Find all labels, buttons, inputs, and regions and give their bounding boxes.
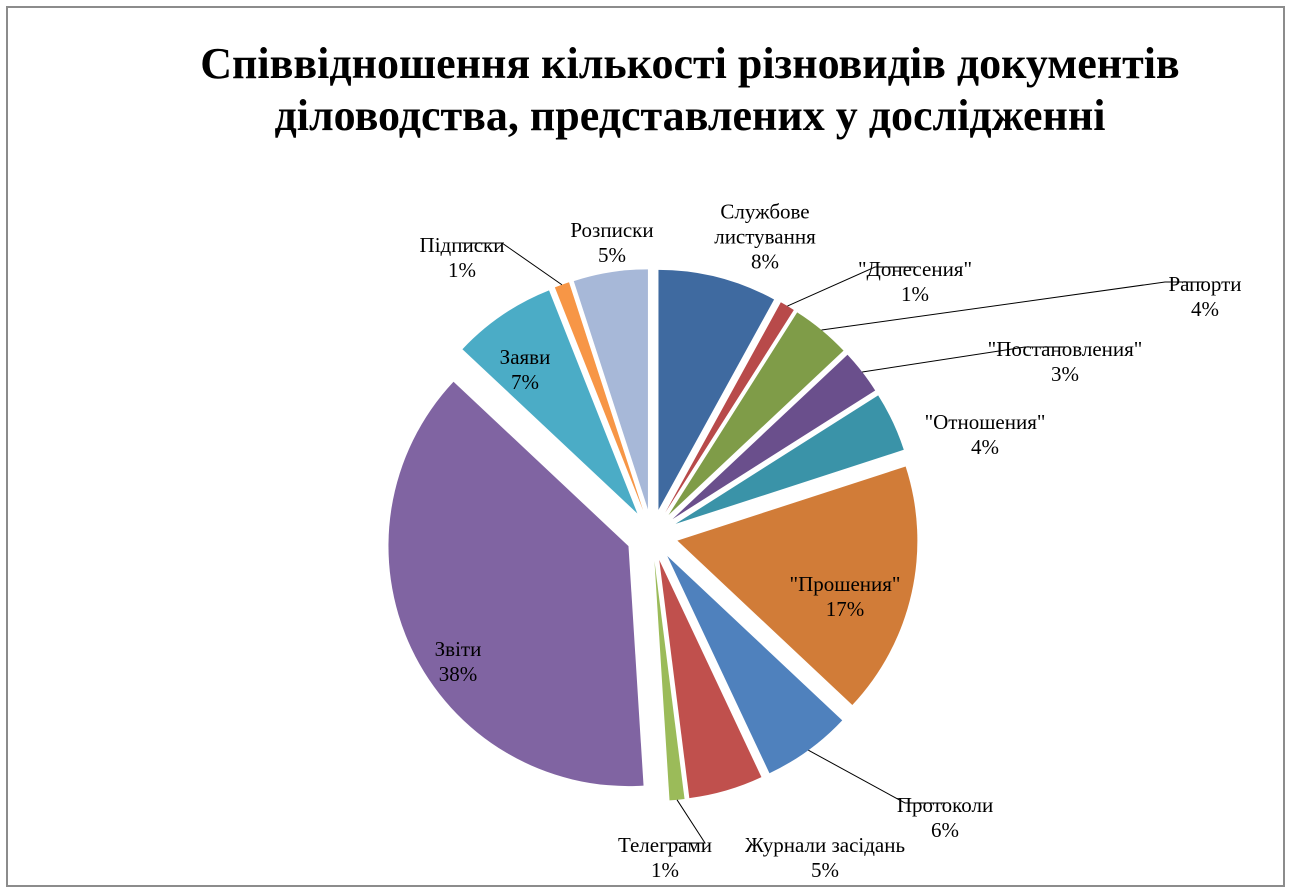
data-label-name: Протоколи — [896, 793, 994, 817]
data-label: "Прошения" 17% — [790, 572, 901, 622]
chart-title: Співвідношення кількості різновидів доку… — [200, 39, 1180, 140]
data-label-name: "Прошения" — [789, 572, 901, 596]
data-label: Протоколи 6% — [897, 793, 993, 843]
chart-frame — [6, 6, 1285, 887]
pie-slice — [388, 381, 644, 787]
data-label: Журнали засідань 5% — [745, 833, 905, 883]
pie-slice — [675, 395, 904, 524]
data-label: "Донесения" 1% — [858, 257, 972, 307]
data-label-value: 8% — [751, 249, 779, 274]
leader-line — [787, 266, 915, 307]
leader-line — [665, 799, 706, 844]
data-label-name: "Постановления" — [987, 337, 1143, 361]
data-label: Рапорти 4% — [1168, 272, 1241, 322]
pie-slice — [658, 269, 775, 510]
leader-line — [808, 749, 945, 804]
data-label-value: 1% — [448, 258, 476, 282]
data-label-value: 1% — [651, 858, 679, 882]
data-label-value: 3% — [1050, 362, 1079, 386]
pie-slice — [554, 282, 644, 511]
pie-slice — [462, 290, 638, 514]
data-label-value: 38% — [438, 662, 478, 686]
data-label-value: 4% — [1190, 297, 1219, 321]
leader-line — [821, 281, 1205, 331]
data-label-value: 5% — [810, 858, 839, 882]
data-label: Службове листування 8% — [700, 200, 830, 275]
pie-slice — [668, 312, 844, 515]
data-label: Звіти 38% — [435, 637, 482, 687]
data-label-name: Рапорти — [1168, 272, 1242, 296]
pie-slice — [659, 559, 762, 799]
data-label: Телеграми 1% — [618, 833, 712, 883]
pie-slice — [672, 354, 876, 520]
data-label: "Отношения" 4% — [925, 410, 1046, 460]
data-label-name: "Отношения" — [924, 410, 1046, 434]
data-label-name: Заяви — [499, 345, 551, 369]
data-label-name: Звіти — [434, 637, 482, 661]
data-label: Заяви 7% — [500, 345, 551, 395]
data-label-name: Розписки — [570, 218, 654, 242]
data-label-name: Телеграми — [617, 833, 713, 857]
data-label-value: 4% — [970, 435, 999, 459]
data-label-value: 1% — [901, 282, 929, 306]
data-label-name: "Донесения" — [857, 257, 973, 281]
data-label-value: 5% — [597, 243, 626, 267]
leader-line — [462, 242, 563, 286]
data-label-value: 6% — [931, 818, 959, 842]
pie-slice — [573, 269, 648, 510]
pie-slice — [677, 466, 918, 705]
data-label: Розписки 5% — [570, 218, 653, 268]
data-label-name: Підписки — [419, 233, 505, 257]
data-label: "Постановления" 3% — [988, 337, 1143, 387]
data-label-name: Службове листування — [714, 199, 816, 249]
leader-line — [862, 346, 1065, 373]
pie-slice — [667, 556, 843, 774]
data-label-value: 7% — [511, 370, 539, 394]
data-label: Підписки 1% — [420, 233, 505, 283]
data-label-value: 17% — [825, 597, 865, 621]
data-label-name: Журнали засідань — [744, 833, 906, 857]
pie-slice — [654, 560, 685, 801]
pie-slice — [665, 302, 794, 513]
